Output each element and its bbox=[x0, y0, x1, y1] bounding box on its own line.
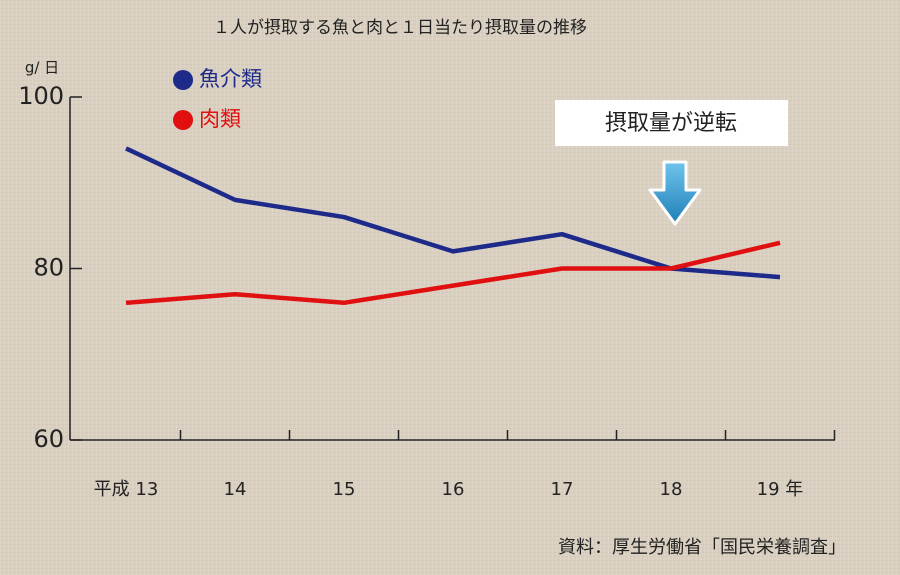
x-tick-label: 19 年 bbox=[757, 479, 804, 500]
annotation-box bbox=[555, 100, 788, 146]
annotation: 摂取量が逆転 bbox=[605, 111, 737, 136]
arrow-icon bbox=[648, 160, 702, 226]
y-tick-label: 60 bbox=[33, 425, 64, 453]
legend-label: 肉類 bbox=[199, 107, 241, 131]
legend-label: 魚介類 bbox=[199, 67, 262, 91]
y-tick-label: 80 bbox=[33, 254, 64, 282]
x-tick-label: 16 bbox=[442, 479, 465, 500]
x-tick-label: 17 bbox=[551, 479, 574, 500]
source: 資料：厚生労働省「国民栄養調査」 bbox=[558, 537, 846, 558]
x-tick-label: 18 bbox=[660, 479, 683, 500]
y-axis-label: g/ 日 bbox=[25, 59, 59, 77]
legend-marker bbox=[173, 70, 193, 90]
x-tick-label: 平成 13 bbox=[94, 479, 159, 500]
y-tick-label: 100 bbox=[18, 82, 64, 110]
line bbox=[125, 240, 781, 306]
x-tick-label: 14 bbox=[224, 479, 247, 500]
legend-marker bbox=[173, 110, 193, 130]
x-tick-label: 15 bbox=[333, 479, 356, 500]
chart-title: １人が摂取する魚と肉と１日当たり摂取量の推移 bbox=[213, 18, 587, 38]
